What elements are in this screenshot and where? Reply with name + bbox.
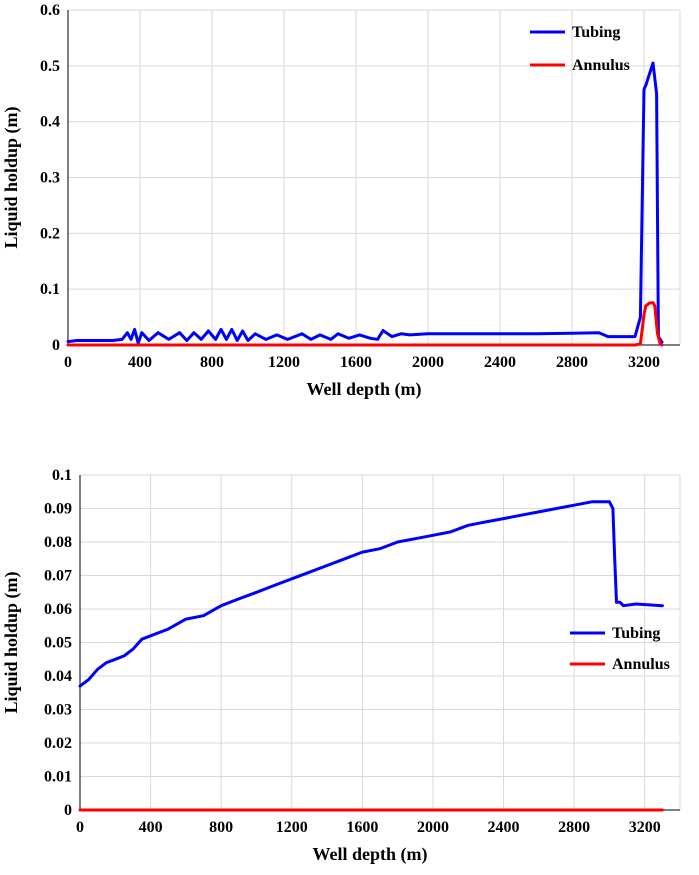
- legend-label-annulus: Annulus: [612, 656, 670, 673]
- x-tick-label: 1200: [268, 354, 300, 371]
- x-tick-label: 800: [200, 354, 224, 371]
- x-tick-label: 3200: [629, 819, 661, 836]
- y-tick-label: 0.2: [40, 225, 60, 242]
- x-tick-label: 2000: [412, 354, 444, 371]
- x-tick-label: 2400: [484, 354, 516, 371]
- x-tick-label: 1200: [276, 819, 308, 836]
- y-tick-label: 0.06: [44, 601, 72, 618]
- legend-label-annulus: Annulus: [572, 57, 630, 74]
- y-tick-label: 0.09: [44, 501, 72, 518]
- x-tick-label: 1600: [340, 354, 372, 371]
- y-tick-label: 0.04: [44, 668, 72, 685]
- y-tick-label: 0: [52, 337, 60, 354]
- y-tick-label: 0.4: [40, 114, 60, 131]
- y-tick-label: 0.01: [44, 769, 72, 786]
- y-axis-title: Liquid holdup (m): [1, 571, 22, 713]
- y-tick-label: 0.3: [40, 170, 60, 187]
- x-tick-label: 2000: [417, 819, 449, 836]
- x-tick-label: 0: [64, 354, 72, 371]
- x-tick-label: 400: [139, 819, 163, 836]
- y-tick-label: 0.05: [44, 635, 72, 652]
- x-tick-label: 1600: [346, 819, 378, 836]
- y-tick-label: 0.1: [52, 467, 72, 484]
- legend-label-tubing: Tubing: [612, 625, 660, 642]
- x-tick-label: 2800: [556, 354, 588, 371]
- y-tick-label: 0.08: [44, 534, 72, 551]
- series-line-annulus: [66, 301, 664, 347]
- chart-top: 0 400 800 1200 1600 2000 2400 2800 3200 0 0.1 0.2 0.…: [1, 2, 681, 400]
- x-axis-title: Well depth (m): [307, 379, 422, 400]
- legend-label-tubing: Tubing: [572, 24, 620, 41]
- y-tick-label: 0.6: [40, 2, 60, 19]
- y-tick-label: 0.03: [44, 702, 72, 719]
- y-tick-label: 0.02: [44, 735, 72, 752]
- x-tick-label: 2400: [488, 819, 520, 836]
- series-line-tubing: [78, 500, 664, 688]
- chart-bottom: 0 400 800 1200 1600 2000 2400 2800 3200 0 0.01 0.02…: [1, 467, 681, 865]
- x-axis-title: Well depth (m): [313, 844, 428, 865]
- y-tick-label: 0.5: [40, 58, 60, 75]
- y-tick-label: 0: [64, 802, 72, 819]
- x-tick-label: 3200: [628, 354, 660, 371]
- y-tick-label: 0.1: [40, 281, 60, 298]
- x-tick-label: 2800: [558, 819, 590, 836]
- x-tick-label: 400: [128, 354, 152, 371]
- x-tick-label: 0: [76, 819, 84, 836]
- y-axis-title: Liquid holdup (m): [1, 106, 22, 248]
- x-tick-label: 800: [209, 819, 233, 836]
- series-line-tubing: [66, 61, 664, 345]
- y-tick-label: 0.07: [44, 568, 72, 585]
